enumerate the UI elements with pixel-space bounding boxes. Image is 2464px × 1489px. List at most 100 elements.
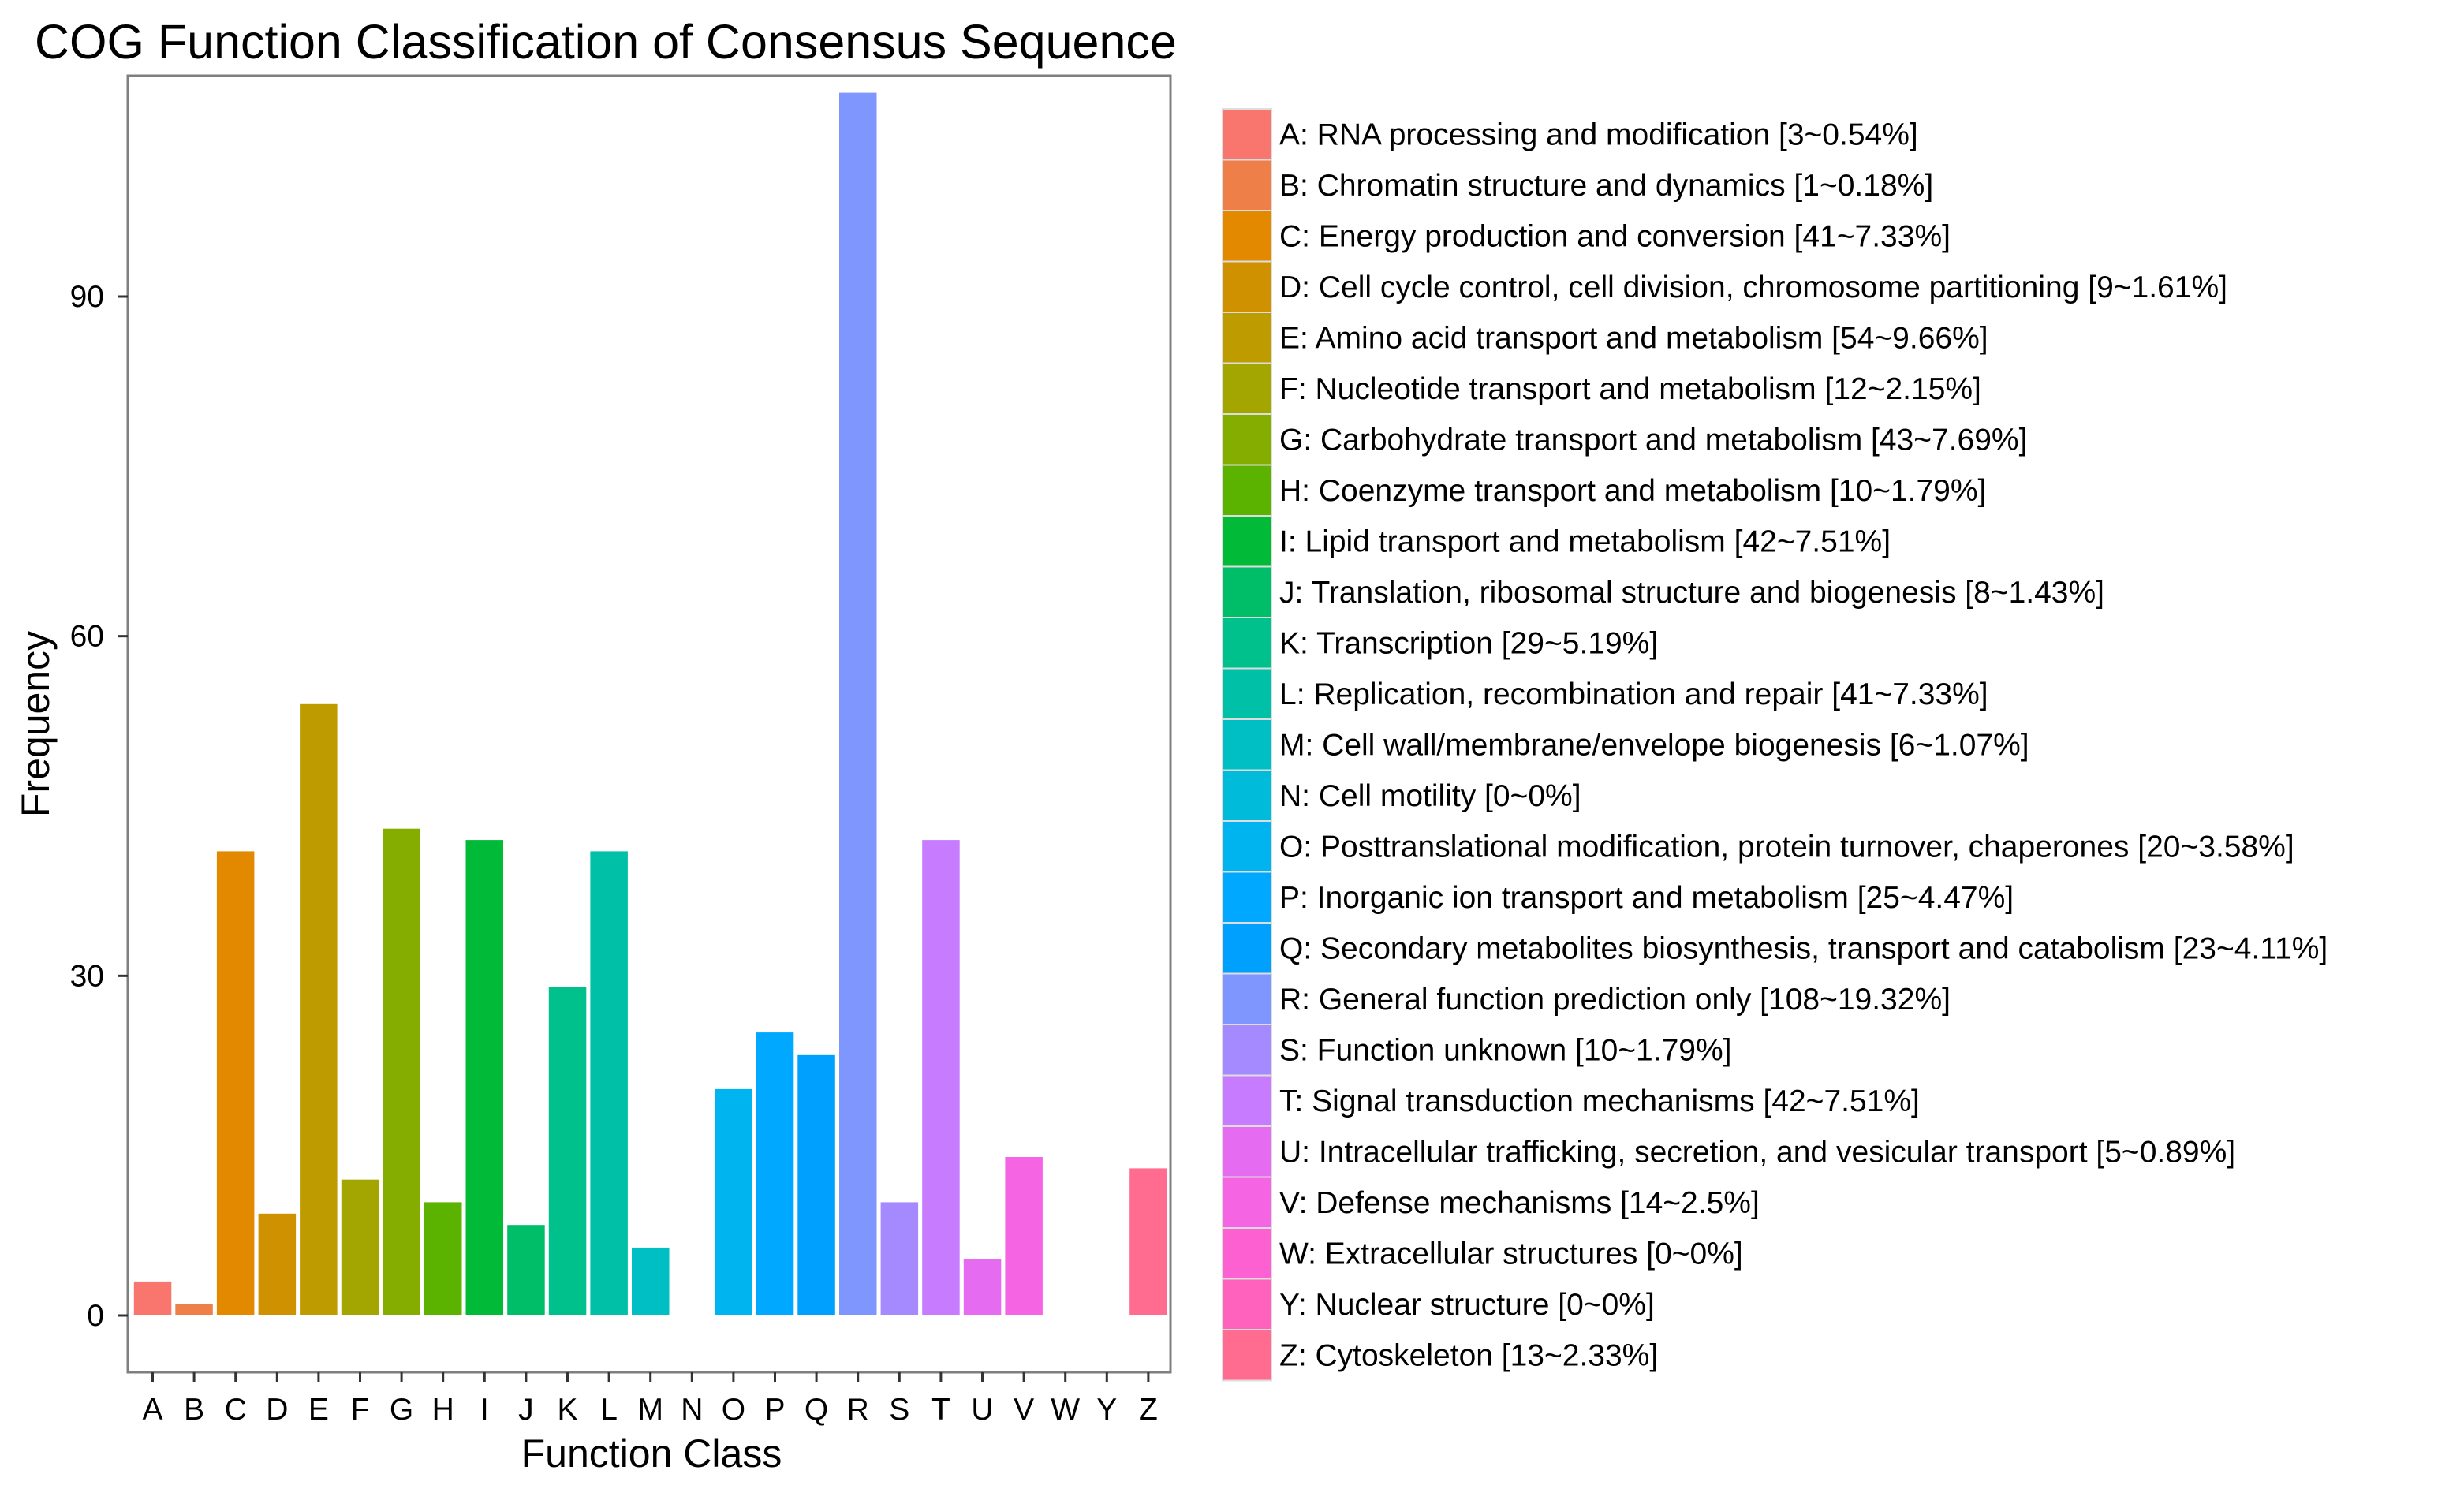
legend-key-N: [1222, 769, 1272, 822]
legend-label-Z: Z: Cytoskeleton [13~2.33%]: [1279, 1338, 1658, 1372]
legend-key-V: [1222, 1176, 1272, 1229]
legend-label-B: B: Chromatin structure and dynamics [1~0…: [1279, 169, 1933, 203]
bar-E: [300, 703, 338, 1315]
legend-label-C: C: Energy production and conversion [41~…: [1279, 219, 1951, 253]
x-tick-label-V: V: [1014, 1393, 1034, 1427]
legend-key-Y: [1222, 1278, 1272, 1330]
x-tick-label-M: M: [637, 1393, 663, 1427]
legend-key-E: [1222, 312, 1272, 364]
bar-Q: [797, 1054, 835, 1315]
legend-label-H: H: Coenzyme transport and metabolism [10…: [1279, 474, 1986, 508]
bar-R: [839, 92, 877, 1316]
x-tick-label-S: S: [889, 1393, 909, 1427]
legend-label-Q: Q: Secondary metabolites biosynthesis, t…: [1279, 931, 2328, 965]
bar-D: [258, 1213, 297, 1315]
x-tick-label-U: U: [971, 1393, 993, 1427]
legend: A: RNA processing and modification [3~0.…: [1222, 108, 2328, 1382]
legend-label-D: D: Cell cycle control, cell division, ch…: [1279, 271, 2227, 304]
legend-label-E: E: Amino acid transport and metabolism […: [1279, 321, 1988, 355]
bar-P: [756, 1032, 794, 1315]
x-tick-label-Y: Y: [1096, 1393, 1117, 1427]
chart-title: COG Function Classification of Consensus…: [35, 15, 1177, 69]
legend-key-W: [1222, 1227, 1272, 1280]
bar-I: [465, 840, 503, 1315]
legend-label-F: F: Nucleotide transport and metabolism […: [1279, 372, 1981, 406]
x-tick-label-Z: Z: [1139, 1393, 1158, 1427]
bar-T: [922, 840, 960, 1315]
legend-key-Z: [1222, 1329, 1272, 1382]
x-tick-label-F: F: [351, 1393, 370, 1427]
plot-panel: [126, 74, 1172, 1374]
x-tick-label-W: W: [1051, 1393, 1080, 1427]
legend-key-M: [1222, 718, 1272, 771]
bar-S: [880, 1202, 919, 1315]
legend-label-V: V: Defense mechanisms [14~2.5%]: [1279, 1186, 1760, 1220]
legend-label-S: S: Function unknown [10~1.79%]: [1279, 1033, 1731, 1067]
bar-M: [632, 1247, 670, 1315]
legend-key-R: [1222, 972, 1272, 1025]
y-tick-label-60: 60: [70, 620, 104, 654]
x-tick-label-R: R: [847, 1393, 869, 1427]
bar-O: [715, 1088, 752, 1315]
x-tick-label-G: G: [390, 1393, 413, 1427]
legend-label-T: T: Signal transduction mechanisms [42~7.…: [1279, 1084, 1920, 1118]
bar-V: [1005, 1157, 1043, 1315]
legend-key-B: [1222, 159, 1272, 211]
legend-label-G: G: Carbohydrate transport and metabolism…: [1279, 423, 2027, 457]
legend-label-A: A: RNA processing and modification [3~0.…: [1279, 118, 1918, 151]
y-tick-label-30: 30: [70, 959, 104, 993]
bar-K: [548, 987, 587, 1315]
x-tick-label-N: N: [681, 1393, 703, 1427]
legend-key-H: [1222, 464, 1272, 517]
bar-C: [216, 851, 255, 1315]
x-tick-label-I: I: [480, 1393, 489, 1427]
x-tick-label-T: T: [931, 1393, 950, 1427]
legend-key-I: [1222, 515, 1272, 568]
legend-key-F: [1222, 362, 1272, 415]
x-tick-label-K: K: [557, 1393, 577, 1427]
y-axis-title: Frequency: [13, 631, 58, 817]
legend-key-G: [1222, 413, 1272, 466]
legend-label-N: N: Cell motility [0~0%]: [1279, 779, 1581, 813]
legend-label-R: R: General function prediction only [108…: [1279, 983, 1951, 1017]
x-tick-label-C: C: [225, 1393, 247, 1427]
legend-label-L: L: Replication, recombination and repair…: [1279, 677, 1988, 711]
legend-key-U: [1222, 1125, 1272, 1178]
legend-label-K: K: Transcription [29~5.19%]: [1279, 626, 1658, 660]
legend-label-U: U: Intracellular trafficking, secretion,…: [1279, 1135, 2235, 1169]
legend-key-O: [1222, 820, 1272, 873]
legend-label-I: I: Lipid transport and metabolism [42~7.…: [1279, 524, 1891, 558]
x-tick-label-J: J: [518, 1393, 534, 1427]
bar-J: [507, 1225, 545, 1315]
y-tick-label-0: 0: [87, 1299, 104, 1333]
legend-key-Q: [1222, 922, 1272, 975]
y-axis: 0 30 60 90: [70, 280, 128, 1333]
legend-key-C: [1222, 210, 1272, 263]
legend-label-Y: Y: Nuclear structure [0~0%]: [1279, 1288, 1655, 1322]
x-tick-label-O: O: [722, 1393, 745, 1427]
x-tick-label-P: P: [764, 1393, 785, 1427]
bar-B: [175, 1304, 213, 1315]
bar-A: [133, 1281, 172, 1315]
bar-L: [590, 851, 628, 1315]
legend-label-W: W: Extracellular structures [0~0%]: [1279, 1237, 1743, 1271]
x-tick-label-A: A: [142, 1393, 162, 1427]
legend-label-J: J: Translation, ribosomal structure and …: [1279, 576, 2104, 610]
legend-key-T: [1222, 1074, 1272, 1127]
legend-key-K: [1222, 617, 1272, 670]
bar-U: [963, 1259, 1002, 1315]
bar-series: [133, 92, 1167, 1316]
bar-F: [341, 1179, 379, 1315]
x-tick-label-H: H: [432, 1393, 454, 1427]
y-tick-label-90: 90: [70, 280, 104, 314]
legend-key-A: [1222, 108, 1272, 161]
legend-label-O: O: Posttranslational modification, prote…: [1279, 830, 2294, 864]
x-tick-label-Q: Q: [805, 1393, 828, 1427]
legend-key-J: [1222, 565, 1272, 618]
legend-key-L: [1222, 667, 1272, 720]
bar-G: [383, 828, 420, 1315]
legend-label-M: M: Cell wall/membrane/envelope biogenesi…: [1279, 728, 2029, 762]
x-tick-label-L: L: [600, 1393, 618, 1427]
